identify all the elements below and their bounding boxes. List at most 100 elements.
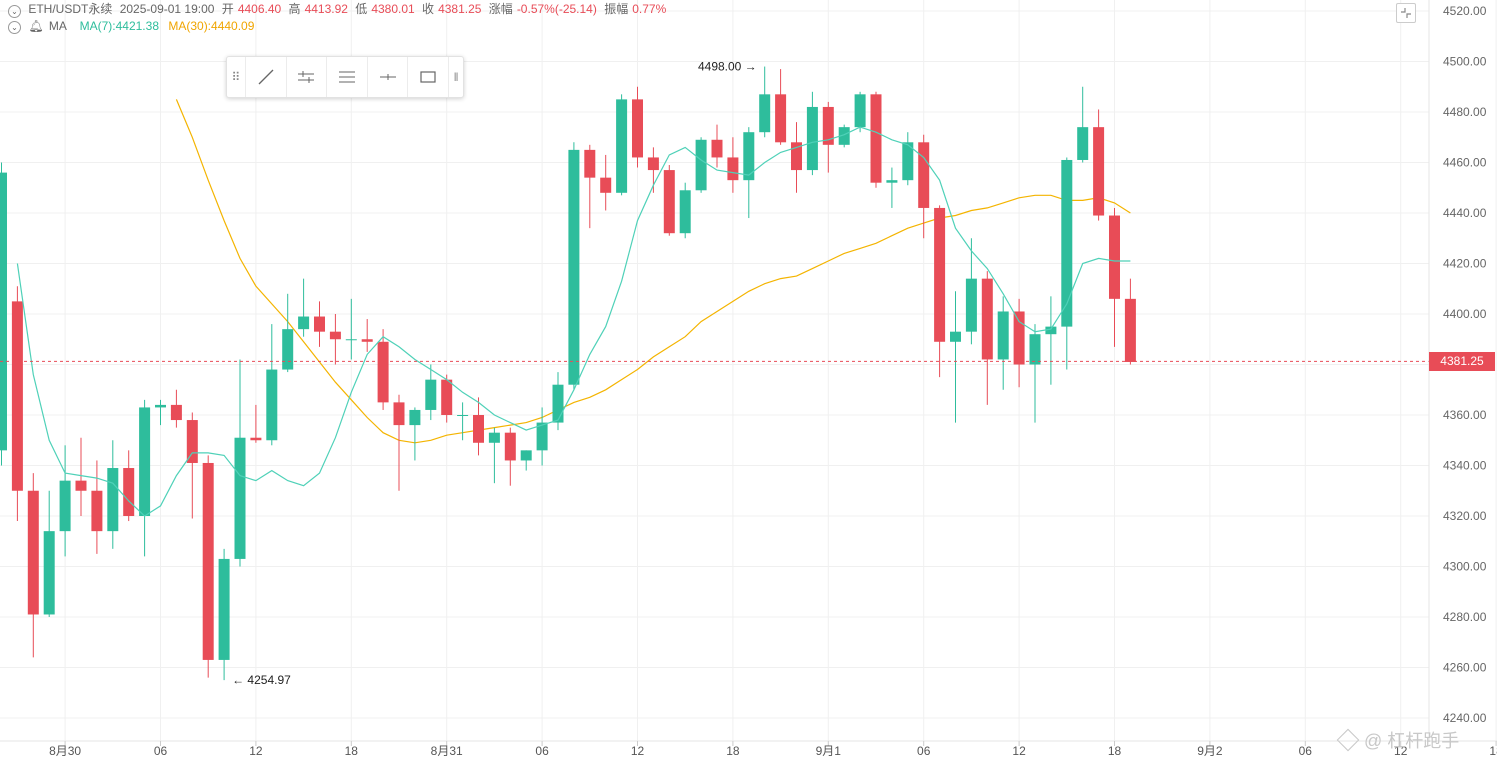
- parallel-channel-icon: [338, 71, 355, 83]
- trend-line-button[interactable]: [244, 57, 286, 97]
- candle-body: [568, 149, 580, 385]
- rectangle-button[interactable]: [407, 57, 448, 97]
- candle-body: [806, 106, 818, 171]
- candle-body: [663, 170, 675, 234]
- y-tick-label: 4340.00: [1443, 459, 1487, 473]
- y-tick-label: 4460.00: [1443, 156, 1487, 170]
- candle-body: [27, 490, 39, 615]
- drag-handle-icon[interactable]: ⠿: [231, 70, 241, 84]
- chevron-down-icon[interactable]: ⌄: [8, 5, 21, 18]
- x-axis: 8月30 06 12 18 8月31 06 12 18 9月1 06 12 18 9月2 06 12 18: [0, 740, 1497, 758]
- change-value: -0.57%(-25.14): [516, 2, 597, 16]
- candle-body: [616, 99, 628, 193]
- candle-body: [314, 316, 325, 332]
- candle-body: [1061, 159, 1073, 327]
- ma7-line: [16, 126, 1131, 517]
- candle-body: [886, 180, 898, 183]
- candle-body: [520, 450, 532, 461]
- y-tick-label: 4440.00: [1443, 206, 1487, 220]
- x-tick-label: 9月2: [1197, 744, 1223, 758]
- y-tick-label: 4500.00: [1443, 55, 1487, 69]
- x-tick-label: 12: [249, 744, 263, 758]
- y-tick-label: 4320.00: [1443, 509, 1487, 523]
- candle-body: [584, 149, 596, 178]
- candle-body: [43, 531, 55, 615]
- indicator-name[interactable]: MA: [48, 19, 67, 33]
- candle-body: [965, 278, 977, 332]
- candle-body: [488, 432, 500, 443]
- y-tick-label: 4480.00: [1443, 105, 1487, 119]
- candle-body: [0, 172, 7, 451]
- x-tick-label: 06: [535, 744, 549, 758]
- parallel-channel-button[interactable]: [326, 57, 367, 97]
- candle-body: [1093, 127, 1105, 216]
- candle-body: [727, 157, 739, 181]
- candle-body: [170, 404, 182, 421]
- candle-body: [552, 384, 564, 423]
- high-label: 高: [288, 2, 301, 16]
- x-tick-label: 18: [345, 744, 359, 758]
- low-annotation-label: ← 4254.97: [232, 673, 291, 687]
- watermark: @ 杠杆跑手: [1336, 727, 1460, 753]
- trend-line-icon: [258, 69, 274, 85]
- watermark-text: @ 杠杆跑手: [1364, 731, 1460, 751]
- high-annotation-label: 4498.00 →: [698, 60, 757, 74]
- symbol-name[interactable]: ETH/USDT永续: [28, 2, 113, 16]
- y-axis: 4240.00 4260.00 4280.00 4300.00 4320.00 4340.…: [1428, 0, 1487, 741]
- horizontal-lines-button[interactable]: [285, 57, 327, 97]
- candle-body: [425, 379, 437, 410]
- candle-body: [1124, 298, 1136, 362]
- y-tick-label: 4400.00: [1443, 307, 1487, 321]
- candle-body: [186, 420, 198, 463]
- ma30-line-layer: [175, 99, 1131, 444]
- candle-body: [759, 94, 771, 133]
- low-value: 4380.01: [371, 2, 415, 16]
- fullscreen-icon[interactable]: [1396, 3, 1416, 23]
- more-tools-icon[interactable]: ‖: [448, 57, 463, 97]
- y-tick-label: 4240.00: [1443, 711, 1487, 725]
- candle-datetime: 2025-09-01 19:00: [119, 2, 215, 16]
- candle-body: [107, 468, 119, 532]
- candle-body: [298, 316, 310, 330]
- candle-body: [1029, 334, 1041, 365]
- candle-body: [377, 341, 389, 403]
- candle-body: [536, 422, 548, 451]
- candle-body: [218, 558, 230, 660]
- x-tick-label: 12: [631, 744, 645, 758]
- y-tick-label: 4280.00: [1443, 610, 1487, 624]
- candle-body: [282, 329, 294, 370]
- x-tick-label: 06: [917, 744, 931, 758]
- x-tick-label: 12: [1394, 744, 1408, 758]
- candle-body: [139, 407, 151, 516]
- candle-body: [695, 139, 707, 191]
- indicator-legend: ⌄ 🔔︎ MA MA(7):4421.38 MA(30):4440.09: [8, 18, 254, 34]
- x-tick-label: 8月30: [49, 744, 81, 758]
- candle-body: [632, 99, 643, 158]
- candle-body: [711, 139, 723, 158]
- chevron-down-icon[interactable]: ⌄: [8, 21, 21, 34]
- bell-icon[interactable]: 🔔︎: [28, 19, 44, 33]
- candle-body: [647, 157, 659, 171]
- candle-body: [409, 409, 421, 426]
- candle-body: [902, 142, 914, 181]
- candle-body: [950, 331, 961, 342]
- candle-body: [11, 301, 23, 491]
- candle-body: [679, 190, 691, 234]
- watermark-logo-icon: [1336, 728, 1360, 752]
- horizontal-ray-button[interactable]: [366, 57, 408, 97]
- candle-body: [393, 402, 405, 426]
- candle-body: [822, 106, 834, 145]
- high-value: 4413.92: [304, 2, 348, 16]
- change-label: 涨幅: [488, 2, 513, 16]
- candle-body: [934, 207, 946, 342]
- ma30-line: [175, 99, 1131, 444]
- candle-body: [202, 462, 214, 660]
- y-tick-label: 4520.00: [1443, 4, 1487, 18]
- last-price-tag: 4381.25: [1429, 352, 1495, 371]
- open-label: 开: [221, 2, 234, 16]
- candle-body: [504, 432, 516, 461]
- close-value: 4381.25: [438, 2, 482, 16]
- candle-body: [266, 369, 278, 441]
- candle-body: [91, 490, 103, 532]
